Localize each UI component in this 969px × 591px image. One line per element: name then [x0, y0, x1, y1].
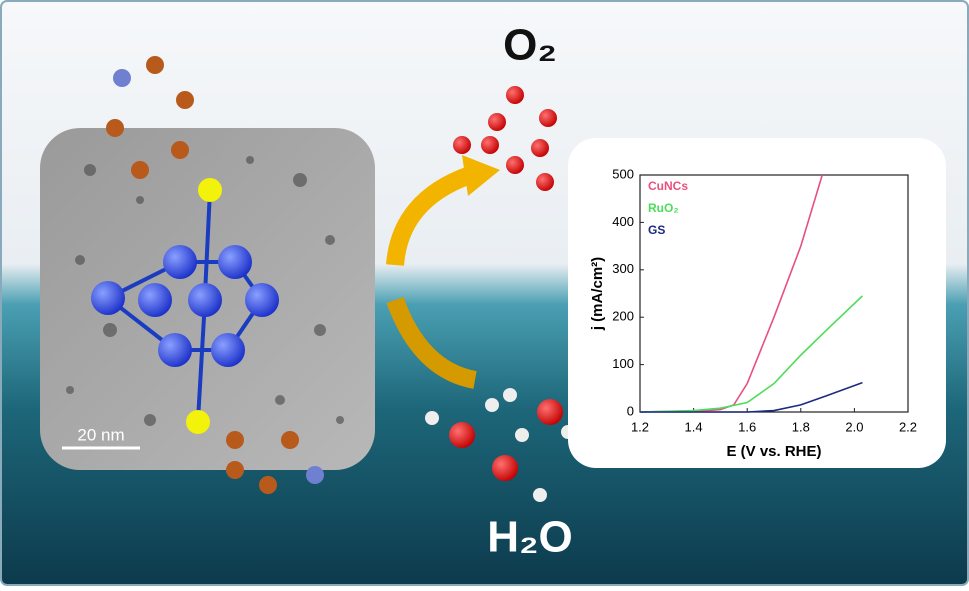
- series-line: [640, 381, 863, 413]
- water-label: H₂O: [487, 513, 573, 562]
- oxygen-molecules: [453, 86, 557, 191]
- arrow-up: [386, 166, 474, 266]
- nanoparticles: [66, 156, 344, 426]
- x-tick-label: 1.2: [631, 419, 649, 434]
- legend-label: CuNCs: [648, 179, 688, 193]
- x-tick-label: 1.6: [738, 419, 756, 434]
- x-tick-label: 2.0: [845, 419, 863, 434]
- series-line: [639, 295, 863, 413]
- series-line: [639, 174, 824, 413]
- y-tick-label: 100: [612, 356, 634, 371]
- legend-label: GS: [648, 223, 665, 237]
- oxygen-label: O₂: [503, 21, 557, 70]
- x-tick-label: 1.8: [792, 419, 810, 434]
- chart-card: [568, 138, 946, 468]
- y-tick-label: 200: [612, 309, 634, 324]
- plot-frame: [639, 174, 909, 413]
- y-tick-label: 400: [612, 214, 634, 229]
- x-axis-label: E (V vs. RHE): [726, 443, 821, 460]
- y-tick-label: 0: [627, 403, 634, 418]
- x-tick-label: 2.2: [899, 419, 917, 434]
- y-tick-label: 500: [612, 166, 634, 181]
- arrow-head: [462, 155, 500, 196]
- x-tick-label: 1.4: [685, 419, 703, 434]
- cluster-atoms: [91, 56, 324, 494]
- y-axis-label: j (mA/cm²): [589, 257, 606, 331]
- y-tick-label: 300: [612, 261, 634, 276]
- legend-label: RuO₂: [648, 201, 679, 215]
- arrow-lower: [386, 296, 477, 389]
- scale-bar-label: 20 nm: [77, 425, 124, 444]
